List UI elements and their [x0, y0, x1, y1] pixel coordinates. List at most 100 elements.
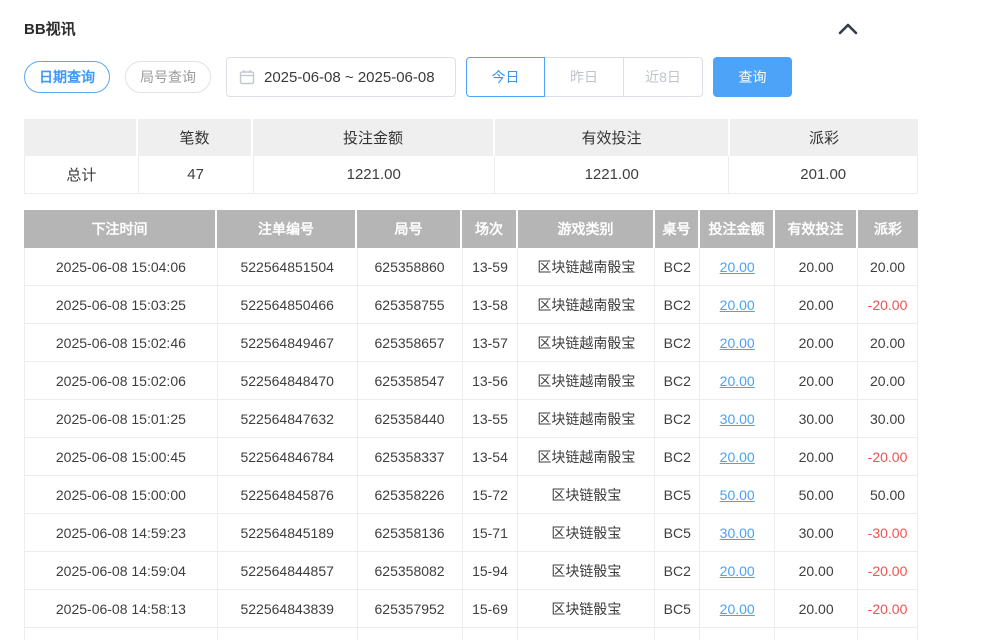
column-header: 场次: [462, 210, 518, 248]
game-type-cell: 区块链越南骰宝: [518, 400, 656, 437]
quick-last8days-button[interactable]: 近8日: [624, 57, 703, 97]
game-type-cell: 区块链越南骰宝: [518, 324, 656, 361]
valid-bet-cell: 20.00: [775, 438, 859, 475]
bets-table: 下注时间 注单编号 局号 场次 游戏类别 桌号 投注金额 有效投注 派彩 2025-06-08 …: [24, 210, 918, 640]
calendar-icon: [239, 70, 255, 85]
game-type-cell: 区块链骰宝: [518, 514, 656, 551]
bet-amount-link[interactable]: 20.00: [719, 334, 755, 351]
table-row: 2025-06-08 15:03:25 522564850466 625358755…: [24, 286, 918, 324]
order-id-cell: 522564843839: [218, 590, 358, 627]
panel-header: BB视讯: [24, 12, 918, 45]
table-no-cell: BC2: [655, 362, 701, 399]
column-header: 派彩: [858, 210, 918, 248]
column-header: 下注时间: [24, 210, 217, 248]
order-id-cell: 522564845876: [218, 476, 358, 513]
bet-amount-cell: 20.00: [700, 286, 776, 323]
date-query-tab[interactable]: 日期查询: [24, 61, 110, 93]
order-id-cell: 522564849467: [218, 324, 358, 361]
round-id-cell: 625358337: [358, 438, 463, 475]
bet-amount-cell: 20.00: [700, 248, 776, 285]
order-id-cell: 522564848470: [218, 362, 358, 399]
game-type-cell: 区块链越南骰宝: [518, 438, 656, 475]
bet-amount-link[interactable]: 30.00: [719, 524, 755, 541]
empty-cell: [655, 628, 701, 640]
empty-cell: [358, 628, 463, 640]
bet-amount-link[interactable]: 20.00: [719, 448, 755, 465]
summary-value-cell: 47: [139, 156, 254, 193]
summary-header-cell: 笔数: [138, 119, 253, 156]
round-id-cell: 625358440: [358, 400, 463, 437]
round-id-cell: 625358226: [358, 476, 463, 513]
session-cell: 13-56: [463, 362, 519, 399]
session-cell: 13-57: [463, 324, 519, 361]
game-type-cell: 区块链骰宝: [518, 476, 656, 513]
table-no-cell: BC5: [655, 590, 701, 627]
valid-bet-cell: 30.00: [775, 514, 859, 551]
table-row: 2025-06-08 15:00:45 522564846784 625358337…: [24, 438, 918, 476]
bet-amount-cell: 20.00: [700, 362, 776, 399]
quick-today-button[interactable]: 今日: [466, 57, 545, 97]
round-id-cell: 625358755: [358, 286, 463, 323]
bet-time-cell: 2025-06-08 15:02:46: [25, 324, 218, 361]
session-cell: 15-72: [463, 476, 519, 513]
bet-time-cell: 2025-06-08 14:58:13: [25, 590, 218, 627]
date-range-input[interactable]: 2025-06-08 ~ 2025-06-08: [226, 57, 456, 97]
column-header: 局号: [357, 210, 462, 248]
search-button[interactable]: 查询: [713, 57, 792, 97]
order-id-cell: 522564845189: [218, 514, 358, 551]
round-query-tab[interactable]: 局号查询: [125, 61, 211, 93]
session-cell: 13-54: [463, 438, 519, 475]
valid-bet-cell: 30.00: [775, 400, 859, 437]
bet-time-cell: 2025-06-08 15:03:25: [25, 286, 218, 323]
summary-total-row: 总计 47 1221.00 1221.00 201.00: [24, 156, 918, 194]
bet-amount-link[interactable]: 20.00: [719, 562, 755, 579]
valid-bet-cell: 20.00: [775, 362, 859, 399]
empty-cell: [218, 628, 358, 640]
bet-time-cell: 2025-06-08 15:00:00: [25, 476, 218, 513]
column-header: 有效投注: [775, 210, 858, 248]
bet-time-cell: 2025-06-08 15:04:06: [25, 248, 218, 285]
bet-amount-cell: 20.00: [700, 438, 776, 475]
chevron-up-icon[interactable]: [836, 19, 860, 39]
session-cell: 13-58: [463, 286, 519, 323]
table-row: 2025-06-08 15:00:00 522564845876 625358226…: [24, 476, 918, 514]
bet-amount-cell: 30.00: [700, 400, 776, 437]
valid-bet-cell: 20.00: [775, 552, 859, 589]
bet-amount-link[interactable]: 30.00: [719, 410, 755, 427]
session-cell: 13-55: [463, 400, 519, 437]
table-no-cell: BC5: [655, 514, 701, 551]
table-no-cell: BC2: [655, 324, 701, 361]
table-row: 2025-06-08 15:02:06 522564848470 625358547…: [24, 362, 918, 400]
bet-amount-link[interactable]: 20.00: [719, 296, 755, 313]
bet-amount-link[interactable]: 50.00: [719, 486, 755, 503]
summary-header-cell: [24, 119, 138, 156]
bet-amount-link[interactable]: 20.00: [719, 372, 755, 389]
summary-header-cell: 派彩: [730, 119, 918, 156]
bet-amount-link[interactable]: 20.00: [719, 258, 755, 275]
order-id-cell: 522564846784: [218, 438, 358, 475]
session-cell: 13-59: [463, 248, 519, 285]
bet-amount-cell: 20.00: [700, 590, 776, 627]
empty-cell: [858, 628, 918, 640]
payout-cell: 30.00: [858, 400, 918, 437]
payout-cell: 50.00: [858, 476, 918, 513]
quick-yesterday-button[interactable]: 昨日: [545, 57, 624, 97]
date-range-value: 2025-06-08 ~ 2025-06-08: [264, 68, 435, 86]
order-id-cell: 522564850466: [218, 286, 358, 323]
summary-value-cell: 1221.00: [254, 156, 495, 193]
bet-time-cell: 2025-06-08 14:59:23: [25, 514, 218, 551]
column-header: 注单编号: [217, 210, 357, 248]
round-id-cell: 625358136: [358, 514, 463, 551]
bet-amount-cell: 30.00: [700, 514, 776, 551]
session-cell: 15-94: [463, 552, 519, 589]
bet-amount-link[interactable]: 20.00: [719, 600, 755, 617]
valid-bet-cell: 20.00: [775, 324, 859, 361]
summary-total-label: 总计: [25, 156, 139, 193]
table-no-cell: BC2: [655, 248, 701, 285]
bet-amount-cell: 50.00: [700, 476, 776, 513]
valid-bet-cell: 20.00: [775, 248, 859, 285]
valid-bet-cell: 50.00: [775, 476, 859, 513]
payout-cell: -20.00: [858, 590, 918, 627]
summary-header-row: 笔数 投注金额 有效投注 派彩: [24, 119, 918, 156]
table-row: 2025-06-08 15:04:06 522564851504 625358860…: [24, 248, 918, 286]
